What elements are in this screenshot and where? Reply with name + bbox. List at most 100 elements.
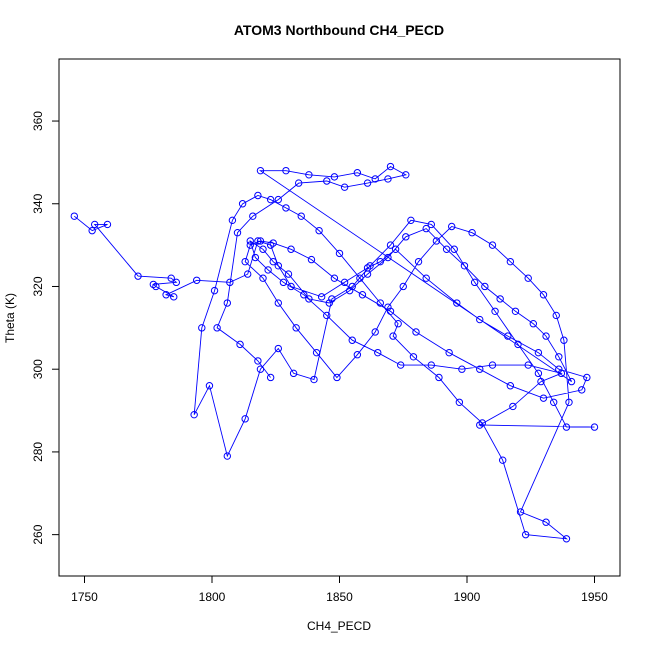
- data-point: [537, 377, 545, 386]
- data-point: [374, 348, 382, 357]
- data-point: [190, 410, 198, 419]
- data-point: [305, 171, 313, 179]
- data-point: [555, 365, 563, 373]
- data-point: [348, 336, 356, 344]
- data-point: [210, 286, 219, 295]
- data-point: [567, 377, 576, 386]
- x-axis: 1750 1800 1850 1900 1950: [71, 575, 608, 604]
- data-point: [534, 369, 543, 378]
- data-point: [340, 183, 349, 191]
- data-point: [412, 328, 420, 336]
- data-point: [241, 257, 249, 266]
- data-point: [226, 278, 234, 287]
- chart-title: ATOM3 Northbound CH4_PECD: [234, 22, 444, 38]
- data-point: [193, 276, 201, 284]
- data-point: [453, 299, 461, 307]
- data-point: [312, 348, 321, 357]
- data-point: [282, 204, 290, 212]
- data-point: [376, 299, 384, 307]
- y-tick-label: 320: [31, 276, 45, 296]
- y-axis-label: Theta (K): [3, 293, 17, 343]
- data-point: [455, 398, 464, 406]
- data-point: [460, 262, 469, 270]
- data-point: [476, 365, 484, 373]
- data-point: [509, 402, 517, 411]
- data-point: [565, 398, 573, 406]
- data-point: [346, 286, 354, 295]
- data-point: [488, 361, 497, 369]
- x-axis-label: CH4_PECD: [307, 619, 371, 633]
- x-tick-label: 1850: [326, 590, 353, 604]
- data-point: [274, 262, 282, 270]
- data-point: [244, 270, 252, 278]
- data-point: [435, 373, 443, 382]
- data-point: [256, 237, 265, 245]
- data-point: [399, 282, 407, 291]
- data-point: [363, 270, 372, 278]
- data-point: [384, 303, 392, 311]
- data-point: [445, 348, 453, 357]
- data-point: [266, 195, 275, 204]
- data-point: [529, 320, 537, 328]
- data-point: [167, 274, 175, 282]
- data-point: [236, 340, 244, 349]
- data-point: [269, 239, 277, 247]
- data-point: [254, 237, 262, 245]
- data-point: [254, 357, 262, 365]
- data-point: [310, 375, 318, 384]
- data-point: [384, 175, 392, 183]
- data-point: [481, 282, 489, 291]
- data-point: [371, 328, 379, 336]
- data-point: [259, 245, 267, 253]
- data-point: [414, 257, 423, 266]
- data-point: [353, 351, 362, 359]
- data-point: [442, 245, 451, 253]
- data-point: [550, 398, 558, 406]
- data-point: [279, 278, 288, 287]
- y-tick-label: 260: [31, 524, 45, 544]
- data-point: [333, 373, 341, 382]
- data-point: [223, 452, 232, 460]
- data-point: [274, 344, 282, 353]
- data-point: [323, 311, 331, 320]
- x-tick-label: 1950: [581, 590, 608, 604]
- data-point: [152, 282, 160, 291]
- data-point: [256, 365, 265, 373]
- data-point: [402, 171, 410, 179]
- plot-area: [70, 162, 599, 543]
- data-point: [521, 530, 530, 539]
- data-point: [488, 241, 497, 249]
- data-point: [256, 166, 265, 175]
- data-point: [289, 369, 298, 378]
- data-point: [386, 162, 395, 171]
- data-point: [386, 241, 395, 249]
- data-point: [470, 278, 479, 287]
- data-point: [578, 386, 586, 394]
- data-point: [407, 216, 415, 225]
- data-point: [223, 299, 232, 307]
- series-line: [74, 165, 595, 540]
- data-point: [389, 332, 397, 340]
- data-point: [583, 373, 591, 382]
- y-tick-label: 300: [31, 359, 45, 379]
- data-point: [409, 353, 418, 361]
- data-point: [391, 245, 400, 253]
- data-point: [422, 274, 430, 282]
- data-point: [297, 212, 305, 220]
- data-point: [348, 282, 356, 291]
- data-point: [394, 320, 402, 328]
- data-point: [305, 295, 313, 303]
- data-point: [282, 166, 290, 175]
- data-point: [300, 291, 308, 299]
- data-point: [450, 245, 458, 253]
- data-point: [514, 340, 522, 349]
- y-tick-label: 280: [31, 442, 45, 462]
- data-point: [213, 324, 221, 332]
- x-tick-label: 1800: [199, 590, 226, 604]
- x-tick-label: 1900: [454, 590, 481, 604]
- data-point: [422, 224, 430, 233]
- data-point: [557, 369, 566, 378]
- data-point: [555, 353, 563, 361]
